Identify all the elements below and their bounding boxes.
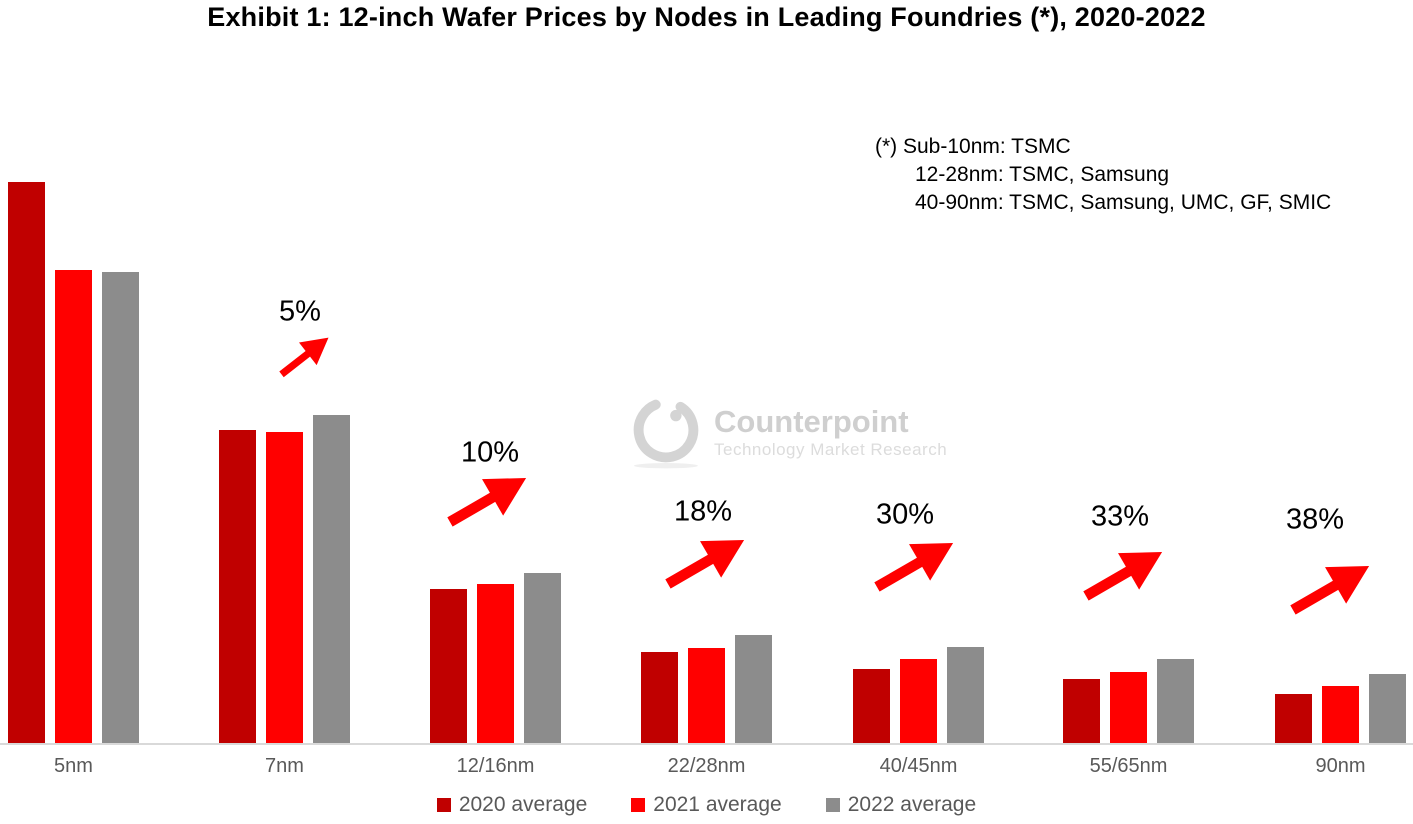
legend-item-2021: 2021 average: [631, 793, 782, 817]
growth-arrow-icon: [871, 538, 959, 593]
bar-2021-22-28nm: [688, 648, 725, 743]
bar-2022-12-16nm: [524, 573, 561, 743]
footnote-line-2: 12-28nm: TSMC, Samsung: [915, 163, 1170, 186]
bar-2022-55-65nm: [1157, 659, 1194, 743]
bar-2022-40-45nm: [947, 647, 984, 743]
x-axis-label-5nm: 5nm: [54, 755, 93, 777]
legend-swatch-icon: [825, 798, 840, 812]
legend-label: 2022 average: [847, 793, 977, 816]
x-axis-label-22-28nm: 22/28nm: [667, 755, 746, 777]
bar-2022-90nm: [1369, 674, 1406, 743]
bar-2020-22-28nm: [641, 652, 678, 743]
x-axis-label-12-16nm: 12/16nm: [456, 755, 535, 777]
growth-label-90nm: 38%: [1285, 503, 1345, 536]
watermark-brand: Counterpoint: [714, 403, 909, 439]
bar-2022-5nm: [102, 272, 139, 743]
bar-2021-40-45nm: [900, 659, 937, 743]
growth-arrow-icon: [444, 473, 532, 528]
growth-label-12-16nm: 10%: [460, 436, 520, 469]
growth-label-55-65nm: 33%: [1090, 500, 1150, 533]
growth-arrow-icon: [275, 337, 335, 378]
x-axis-label-90nm: 90nm: [1315, 755, 1366, 777]
growth-label-40-45nm: 30%: [875, 498, 935, 531]
legend-item-2020: 2020 average: [436, 793, 588, 817]
growth-arrow-icon: [1080, 547, 1168, 602]
bar-2020-40-45nm: [853, 669, 890, 743]
bar-2021-55-65nm: [1110, 672, 1147, 743]
growth-arrow-icon: [662, 535, 750, 590]
bar-2020-12-16nm: [430, 589, 467, 743]
legend-swatch-icon: [436, 798, 451, 812]
x-axis-label-55-65nm: 55/65nm: [1089, 755, 1168, 777]
x-axis-line: [0, 743, 1413, 745]
growth-arrow-icon: [1287, 561, 1375, 616]
x-axis-label-7nm: 7nm: [265, 755, 304, 777]
bar-2020-7nm: [219, 430, 256, 743]
legend-swatch-icon: [631, 798, 646, 812]
legend-label: 2021 average: [653, 793, 782, 816]
watermark-tagline: Technology Market Research: [714, 439, 948, 459]
bar-2020-90nm: [1275, 694, 1312, 743]
bar-2021-5nm: [55, 270, 92, 743]
bar-2022-22-28nm: [735, 635, 772, 743]
legend: 2020 average 2021 average 2022 average: [0, 793, 1413, 817]
growth-label-7nm: 5%: [279, 295, 321, 328]
bar-2021-7nm: [266, 432, 303, 743]
growth-label-22-28nm: 18%: [673, 495, 733, 528]
counterpoint-logo-icon: [628, 390, 704, 475]
bar-2021-12-16nm: [477, 584, 514, 743]
legend-label: 2020 average: [458, 793, 588, 816]
footnote-line-1: (*) Sub-10nm: TSMC: [875, 135, 1071, 158]
watermark: Counterpoint Technology Market Research: [628, 390, 947, 475]
plot-area: [8, 182, 1406, 743]
bar-2020-5nm: [8, 182, 45, 743]
footnote-line-3: 40-90nm: TSMC, Samsung, UMC, GF, SMIC: [915, 191, 1332, 214]
footnote: (*) Sub-10nm: TSMC 12-28nm: TSMC, Samsun…: [875, 133, 1331, 217]
bar-2020-55-65nm: [1063, 679, 1100, 743]
bar-2021-90nm: [1322, 686, 1359, 743]
chart-title: Exhibit 1: 12-inch Wafer Prices by Nodes…: [207, 2, 1206, 32]
bar-2022-7nm: [313, 415, 350, 743]
legend-item-2022: 2022 average: [825, 793, 977, 817]
x-axis-label-40-45nm: 40/45nm: [879, 755, 958, 777]
